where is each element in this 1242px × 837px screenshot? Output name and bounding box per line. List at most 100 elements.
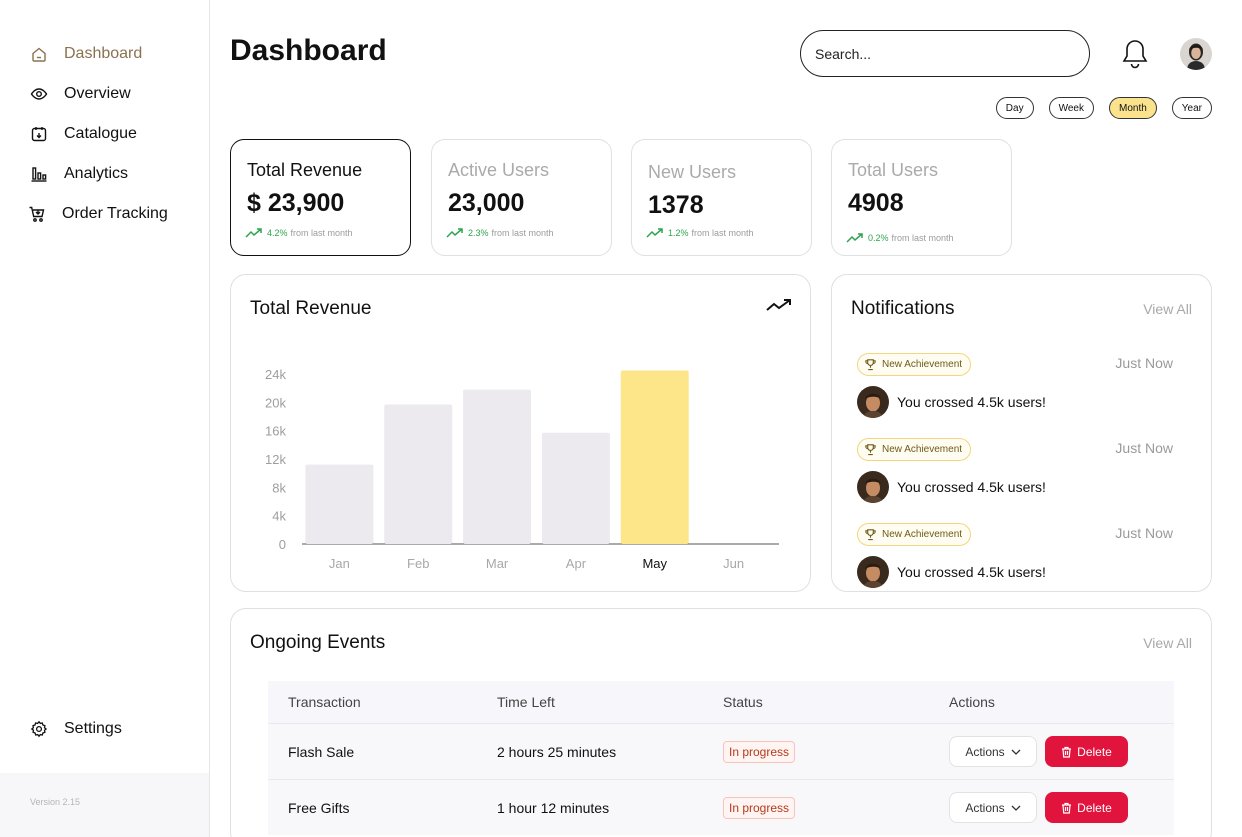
y-tick-label: 0 [279, 537, 286, 552]
period-selector: Day Week Month Year [995, 97, 1212, 119]
stat-value: 23,000 [448, 189, 525, 217]
notification-item[interactable]: New Achievement Just Now You crossed 4.5… [857, 353, 1197, 423]
trend-up-icon [646, 228, 663, 238]
stat-delta-suffix: from last month [891, 233, 954, 243]
status-badge: In progress [723, 740, 796, 763]
x-tick-label: Jan [329, 556, 350, 571]
column-header: Transaction [288, 694, 361, 710]
stat-value: 4908 [848, 189, 904, 217]
revenue-chart-panel: Total Revenue 0 4k 8k 12k 16k 20k 24k Jan Feb Mar… [230, 274, 811, 592]
x-tick-label: Feb [407, 556, 429, 571]
trend-up-icon [846, 233, 863, 243]
stat-label: Total Revenue [247, 160, 363, 180]
stat-delta: 0.2% from last month [846, 232, 954, 244]
bar-jan[interactable] [305, 464, 374, 544]
sidebar-item-settings[interactable]: Settings [28, 718, 122, 740]
status-badge: In progress [723, 796, 796, 819]
panel-title: Total Revenue [250, 298, 372, 319]
y-tick-label: 20k [265, 395, 286, 410]
achievement-badge: New Achievement [857, 353, 972, 376]
column-header: Time Left [497, 694, 555, 710]
stat-delta: 4.2% from last month [245, 227, 353, 239]
achievement-badge: New Achievement [857, 523, 972, 546]
bar-may[interactable] [620, 370, 689, 544]
notifications-panel: Notifications View All New Achievement J… [831, 274, 1212, 592]
bar-mar[interactable] [463, 389, 532, 544]
panel-title: Ongoing Events [250, 632, 386, 653]
sidebar-item-catalogue[interactable]: Catalogue [28, 123, 137, 145]
sidebar-item-label: Analytics [64, 165, 129, 182]
trophy-icon [865, 444, 876, 456]
transaction-cell: Free Gifts [288, 799, 350, 816]
delete-button[interactable]: Delete [1045, 736, 1128, 767]
bell-icon[interactable] [1120, 38, 1150, 70]
trend-icon[interactable] [765, 295, 793, 315]
stat-card-total-revenue[interactable]: Total Revenue $ 23,900 4.2% from last mo… [230, 139, 411, 256]
stat-card-new-users[interactable]: New Users 1378 1.2% from last month [631, 139, 812, 256]
chevron-down-icon [1011, 805, 1021, 811]
x-tick-label: Apr [566, 556, 587, 571]
chevron-down-icon [1011, 749, 1021, 755]
stat-delta-suffix: from last month [491, 228, 554, 238]
actions-cell: Actions Delete [949, 736, 1174, 767]
analytics-icon [28, 163, 50, 185]
delete-label: Delete [1077, 744, 1112, 759]
bar-apr[interactable] [541, 432, 610, 544]
period-day-button[interactable]: Day [995, 97, 1034, 119]
y-tick-label: 16k [265, 424, 286, 439]
period-week-button[interactable]: Week [1048, 97, 1094, 119]
period-month-button[interactable]: Month [1108, 97, 1157, 119]
stat-delta-suffix: from last month [691, 228, 754, 238]
column-header: Status [723, 694, 763, 710]
stat-card-total-users[interactable]: Total Users 4908 0.2% from last month [831, 139, 1012, 256]
stat-delta-percent: 4.2% [267, 228, 288, 238]
actions-label: Actions [965, 744, 1005, 759]
version-label: Version 2.15 [30, 797, 81, 807]
table-row: Free Gifts 1 hour 12 minutes In progress… [268, 779, 1174, 835]
home-icon [28, 43, 50, 65]
time-left-cell: 2 hours 25 minutes [497, 743, 617, 760]
avatar[interactable] [1180, 38, 1212, 70]
actions-dropdown-button[interactable]: Actions [949, 792, 1037, 823]
delete-button[interactable]: Delete [1045, 792, 1128, 823]
notifications-view-all-link[interactable]: View All [1143, 301, 1192, 317]
search-input[interactable] [800, 30, 1090, 77]
stat-card-active-users[interactable]: Active Users 23,000 2.3% from last month [431, 139, 612, 256]
trophy-icon [865, 359, 876, 371]
sidebar-item-overview[interactable]: Overview [28, 83, 131, 105]
sidebar-footer: Version 2.15 [0, 773, 209, 837]
stat-label: New Users [648, 162, 737, 182]
sidebar-item-analytics[interactable]: Analytics [28, 163, 128, 185]
trend-up-icon [446, 228, 463, 238]
sidebar: Dashboard Overview Catalogue Analytics O… [0, 0, 210, 837]
trophy-icon [865, 529, 876, 541]
notification-message: You crossed 4.5k users! [897, 394, 1046, 410]
ongoing-events-panel: Ongoing Events View All Transaction Time… [230, 608, 1212, 837]
y-tick-label: 4k [272, 509, 286, 524]
table-header: Transaction Time Left Status Actions [268, 681, 1174, 723]
sidebar-item-dashboard[interactable]: Dashboard [28, 43, 142, 65]
notification-item[interactable]: New Achievement Just Now You crossed 4.5… [857, 438, 1197, 508]
actions-dropdown-button[interactable]: Actions [949, 736, 1037, 767]
actions-label: Actions [965, 800, 1005, 815]
bar-feb[interactable] [384, 404, 453, 544]
x-tick-label: Mar [486, 556, 509, 571]
status-cell: In progress [723, 796, 949, 819]
catalogue-icon [28, 123, 50, 145]
badge-label: New Achievement [882, 444, 963, 455]
notification-time: Just Now [1115, 525, 1173, 541]
sidebar-item-order-tracking[interactable]: Order Tracking [26, 203, 168, 225]
y-tick-label: 8k [272, 480, 286, 495]
y-tick-label: 12k [265, 452, 286, 467]
stat-delta-suffix: from last month [290, 228, 353, 238]
period-year-button[interactable]: Year [1171, 97, 1212, 119]
events-view-all-link[interactable]: View All [1143, 635, 1192, 651]
trash-icon [1062, 746, 1072, 758]
sidebar-item-label: Catalogue [64, 125, 137, 142]
notification-time: Just Now [1115, 440, 1173, 456]
sidebar-item-label: Dashboard [64, 45, 143, 62]
notification-avatar [857, 471, 889, 503]
notification-avatar [857, 556, 889, 588]
notification-item[interactable]: New Achievement Just Now You crossed 4.5… [857, 523, 1197, 591]
